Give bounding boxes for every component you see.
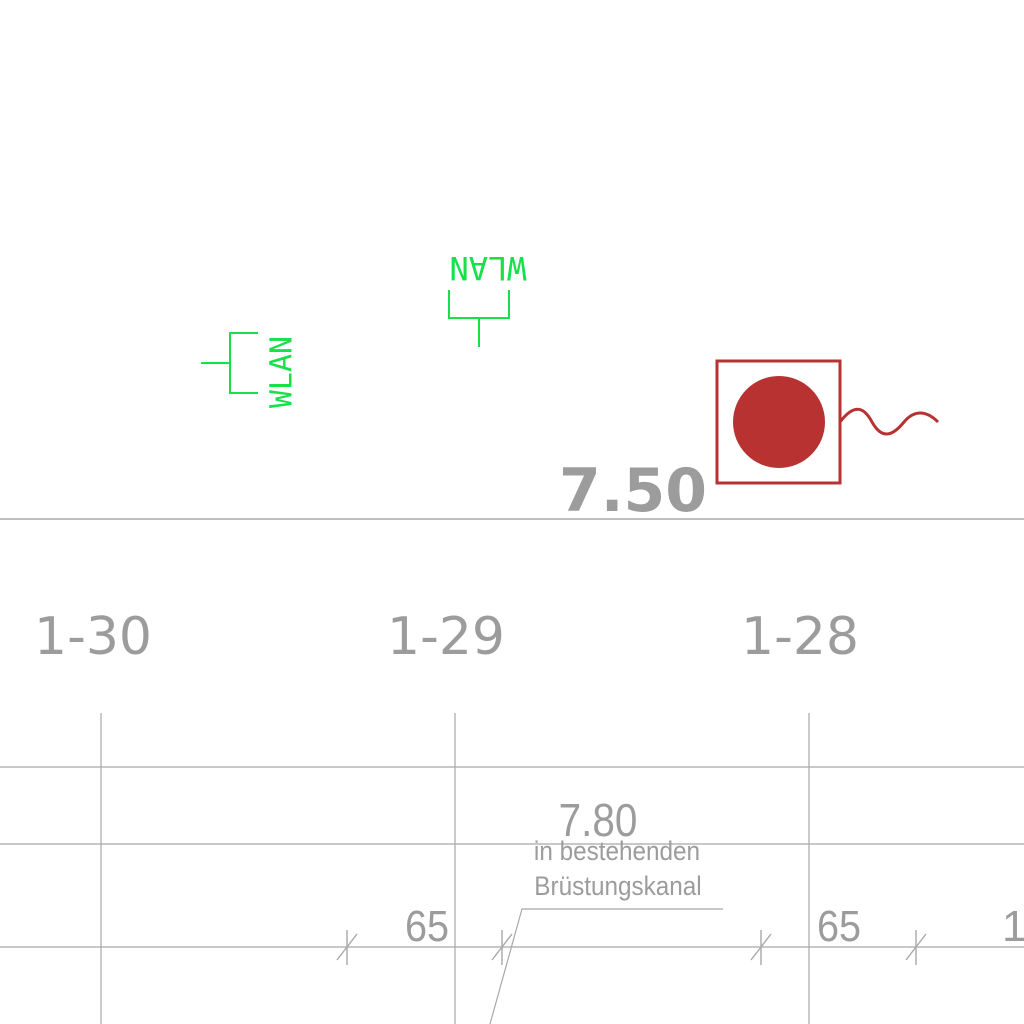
wlan-access-point-icon bbox=[201, 332, 258, 394]
wlan-label-left: WLAN bbox=[265, 336, 300, 408]
dimension-seg-right: 65 bbox=[817, 901, 861, 950]
axis-label-1-28: 1-28 bbox=[741, 607, 859, 667]
dimension-tick-1 bbox=[336, 930, 358, 965]
note-line-1: in bestehenden bbox=[534, 837, 700, 866]
level-marker: 7.50 bbox=[559, 456, 707, 526]
dimension-tick-4 bbox=[905, 930, 927, 965]
note-line-2: Brüstungskanal bbox=[534, 872, 701, 901]
axis-label-1-30: 1-30 bbox=[34, 607, 152, 667]
dimension-seg-cut: 1 bbox=[1002, 902, 1024, 951]
dimension-tick-3 bbox=[750, 930, 772, 965]
device-outlet-icon bbox=[715, 359, 940, 485]
dimension-tick-2 bbox=[491, 930, 513, 965]
wlan-label-top: WLAN bbox=[449, 249, 526, 287]
note-leader-line bbox=[489, 908, 723, 1024]
dimension-overall: 7.80 bbox=[559, 796, 638, 847]
axis-label-1-29: 1-29 bbox=[387, 607, 505, 667]
dimension-seg-left: 65 bbox=[405, 901, 449, 950]
wlan-access-point-icon bbox=[448, 290, 510, 347]
